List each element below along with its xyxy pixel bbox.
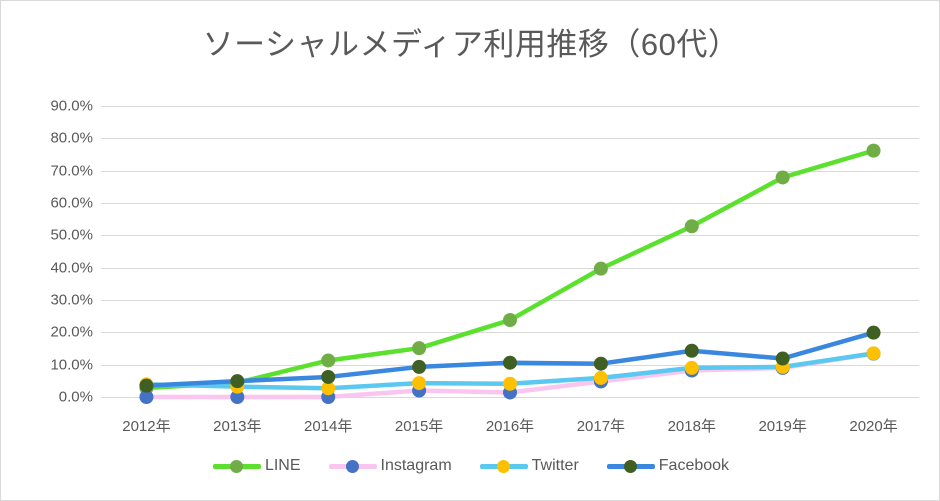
gridline	[101, 170, 919, 172]
legend-marker-icon	[497, 459, 511, 473]
x-axis-tick-label: 2012年	[122, 418, 171, 435]
legend-item-line[interactable]: LINE	[212, 457, 301, 475]
gridline	[101, 300, 919, 301]
y-axis-tick-label: 20.0%	[50, 323, 93, 341]
gridline	[101, 235, 919, 237]
legend-swatch-twitter	[479, 457, 528, 475]
gridline	[101, 106, 919, 107]
legend-label: Facebook	[658, 457, 730, 474]
legend-marker-icon	[230, 459, 244, 473]
x-axis-tick-label: 2017年	[576, 418, 626, 435]
gridline	[101, 138, 919, 140]
legend-label: LINE	[264, 457, 301, 474]
y-axis-tick-label: 40.0%	[50, 259, 93, 277]
x-axis-tick-label: 2020年	[849, 418, 898, 435]
y-axis-tick-label: 0.0%	[58, 388, 93, 406]
x-axis-tick-label: 2016年	[485, 418, 535, 435]
x-axis-tick-label: 2018年	[667, 418, 716, 435]
legend-marker-icon	[624, 459, 638, 473]
gridline	[101, 364, 919, 366]
chart-legend: LINE Instagram Twitter Facebook	[1, 457, 939, 475]
gridline	[101, 332, 919, 334]
gridline	[101, 203, 919, 204]
y-axis-tick-label: 90.0%	[50, 97, 93, 115]
legend-label: Twitter	[531, 457, 579, 474]
x-axis-tick-label: 2015年	[394, 418, 444, 435]
y-axis-tick-label: 80.0%	[50, 129, 93, 147]
legend-marker-icon	[346, 459, 360, 473]
gridline	[101, 397, 919, 398]
legend-label: Instagram	[380, 457, 452, 474]
x-axis: 2012年 2013年 2014年 2015年 2016年 2017年 2018年 2019年…	[101, 407, 919, 437]
legend-swatch-facebook	[606, 457, 655, 475]
x-axis-tick-label: 2019年	[758, 418, 807, 435]
y-axis-tick-label: 70.0%	[50, 162, 93, 180]
legend-item-facebook[interactable]: Facebook	[606, 457, 730, 475]
gridline	[101, 267, 919, 269]
y-axis: 0.0% 10.0% 20.0% 30.0% 40.0% 50.0% 60.0% 70.0% 8…	[19, 98, 93, 406]
x-axis-tick-label: 2014年	[304, 418, 353, 435]
plot-area	[101, 106, 919, 398]
y-axis-tick-label: 30.0%	[50, 291, 93, 309]
legend-item-instagram[interactable]: Instagram	[328, 457, 452, 475]
legend-swatch-line	[212, 457, 261, 475]
chart-title: ソーシャルメディア利用推移（60代）	[202, 27, 740, 62]
y-axis-tick-label: 60.0%	[50, 194, 93, 212]
y-axis-tick-label: 10.0%	[50, 356, 93, 374]
legend-swatch-instagram	[328, 457, 377, 475]
y-axis-tick-label: 50.0%	[50, 226, 93, 244]
x-axis-tick-label: 2013年	[213, 418, 262, 435]
legend-item-twitter[interactable]: Twitter	[479, 457, 579, 475]
